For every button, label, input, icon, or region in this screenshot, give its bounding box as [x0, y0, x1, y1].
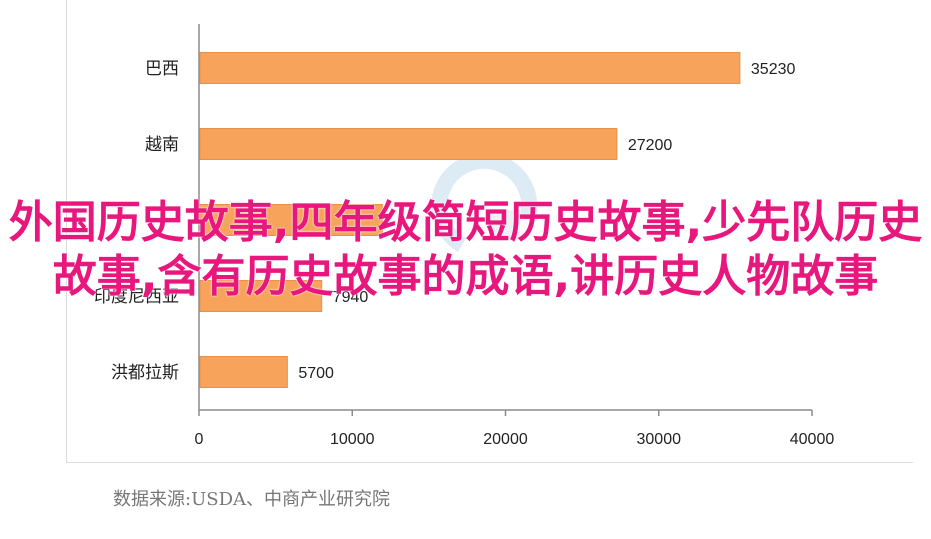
- x-tick-label: 30000: [637, 431, 682, 448]
- chart-panel: [66, 0, 913, 463]
- data-label: 27200: [628, 137, 673, 154]
- category-label: 越南: [145, 135, 179, 155]
- overlay-title: 外国历史故事,四年级简短历史故事,少先队历史故事,含有历史故事的成语,讲历史人物…: [8, 197, 923, 302]
- category-label: 洪都拉斯: [111, 363, 179, 383]
- data-label: 7940: [333, 289, 369, 306]
- x-tick-label: 10000: [330, 431, 375, 448]
- bar: [199, 356, 288, 388]
- source-note: 数据来源:USDA、中商产业研究院: [113, 489, 390, 510]
- x-tick-label: 0: [195, 431, 204, 448]
- bar: [199, 280, 323, 312]
- data-label: 5700: [298, 365, 334, 382]
- bar: [199, 128, 618, 160]
- data-label: 35230: [751, 61, 796, 78]
- category-label: 巴西: [145, 59, 179, 79]
- bar: [199, 204, 383, 236]
- x-tick-label: 40000: [790, 431, 835, 448]
- watermark-logo: [432, 152, 538, 252]
- category-label: 印度尼西亚: [94, 287, 179, 307]
- bar: [199, 52, 741, 84]
- x-tick-label: 20000: [483, 431, 528, 448]
